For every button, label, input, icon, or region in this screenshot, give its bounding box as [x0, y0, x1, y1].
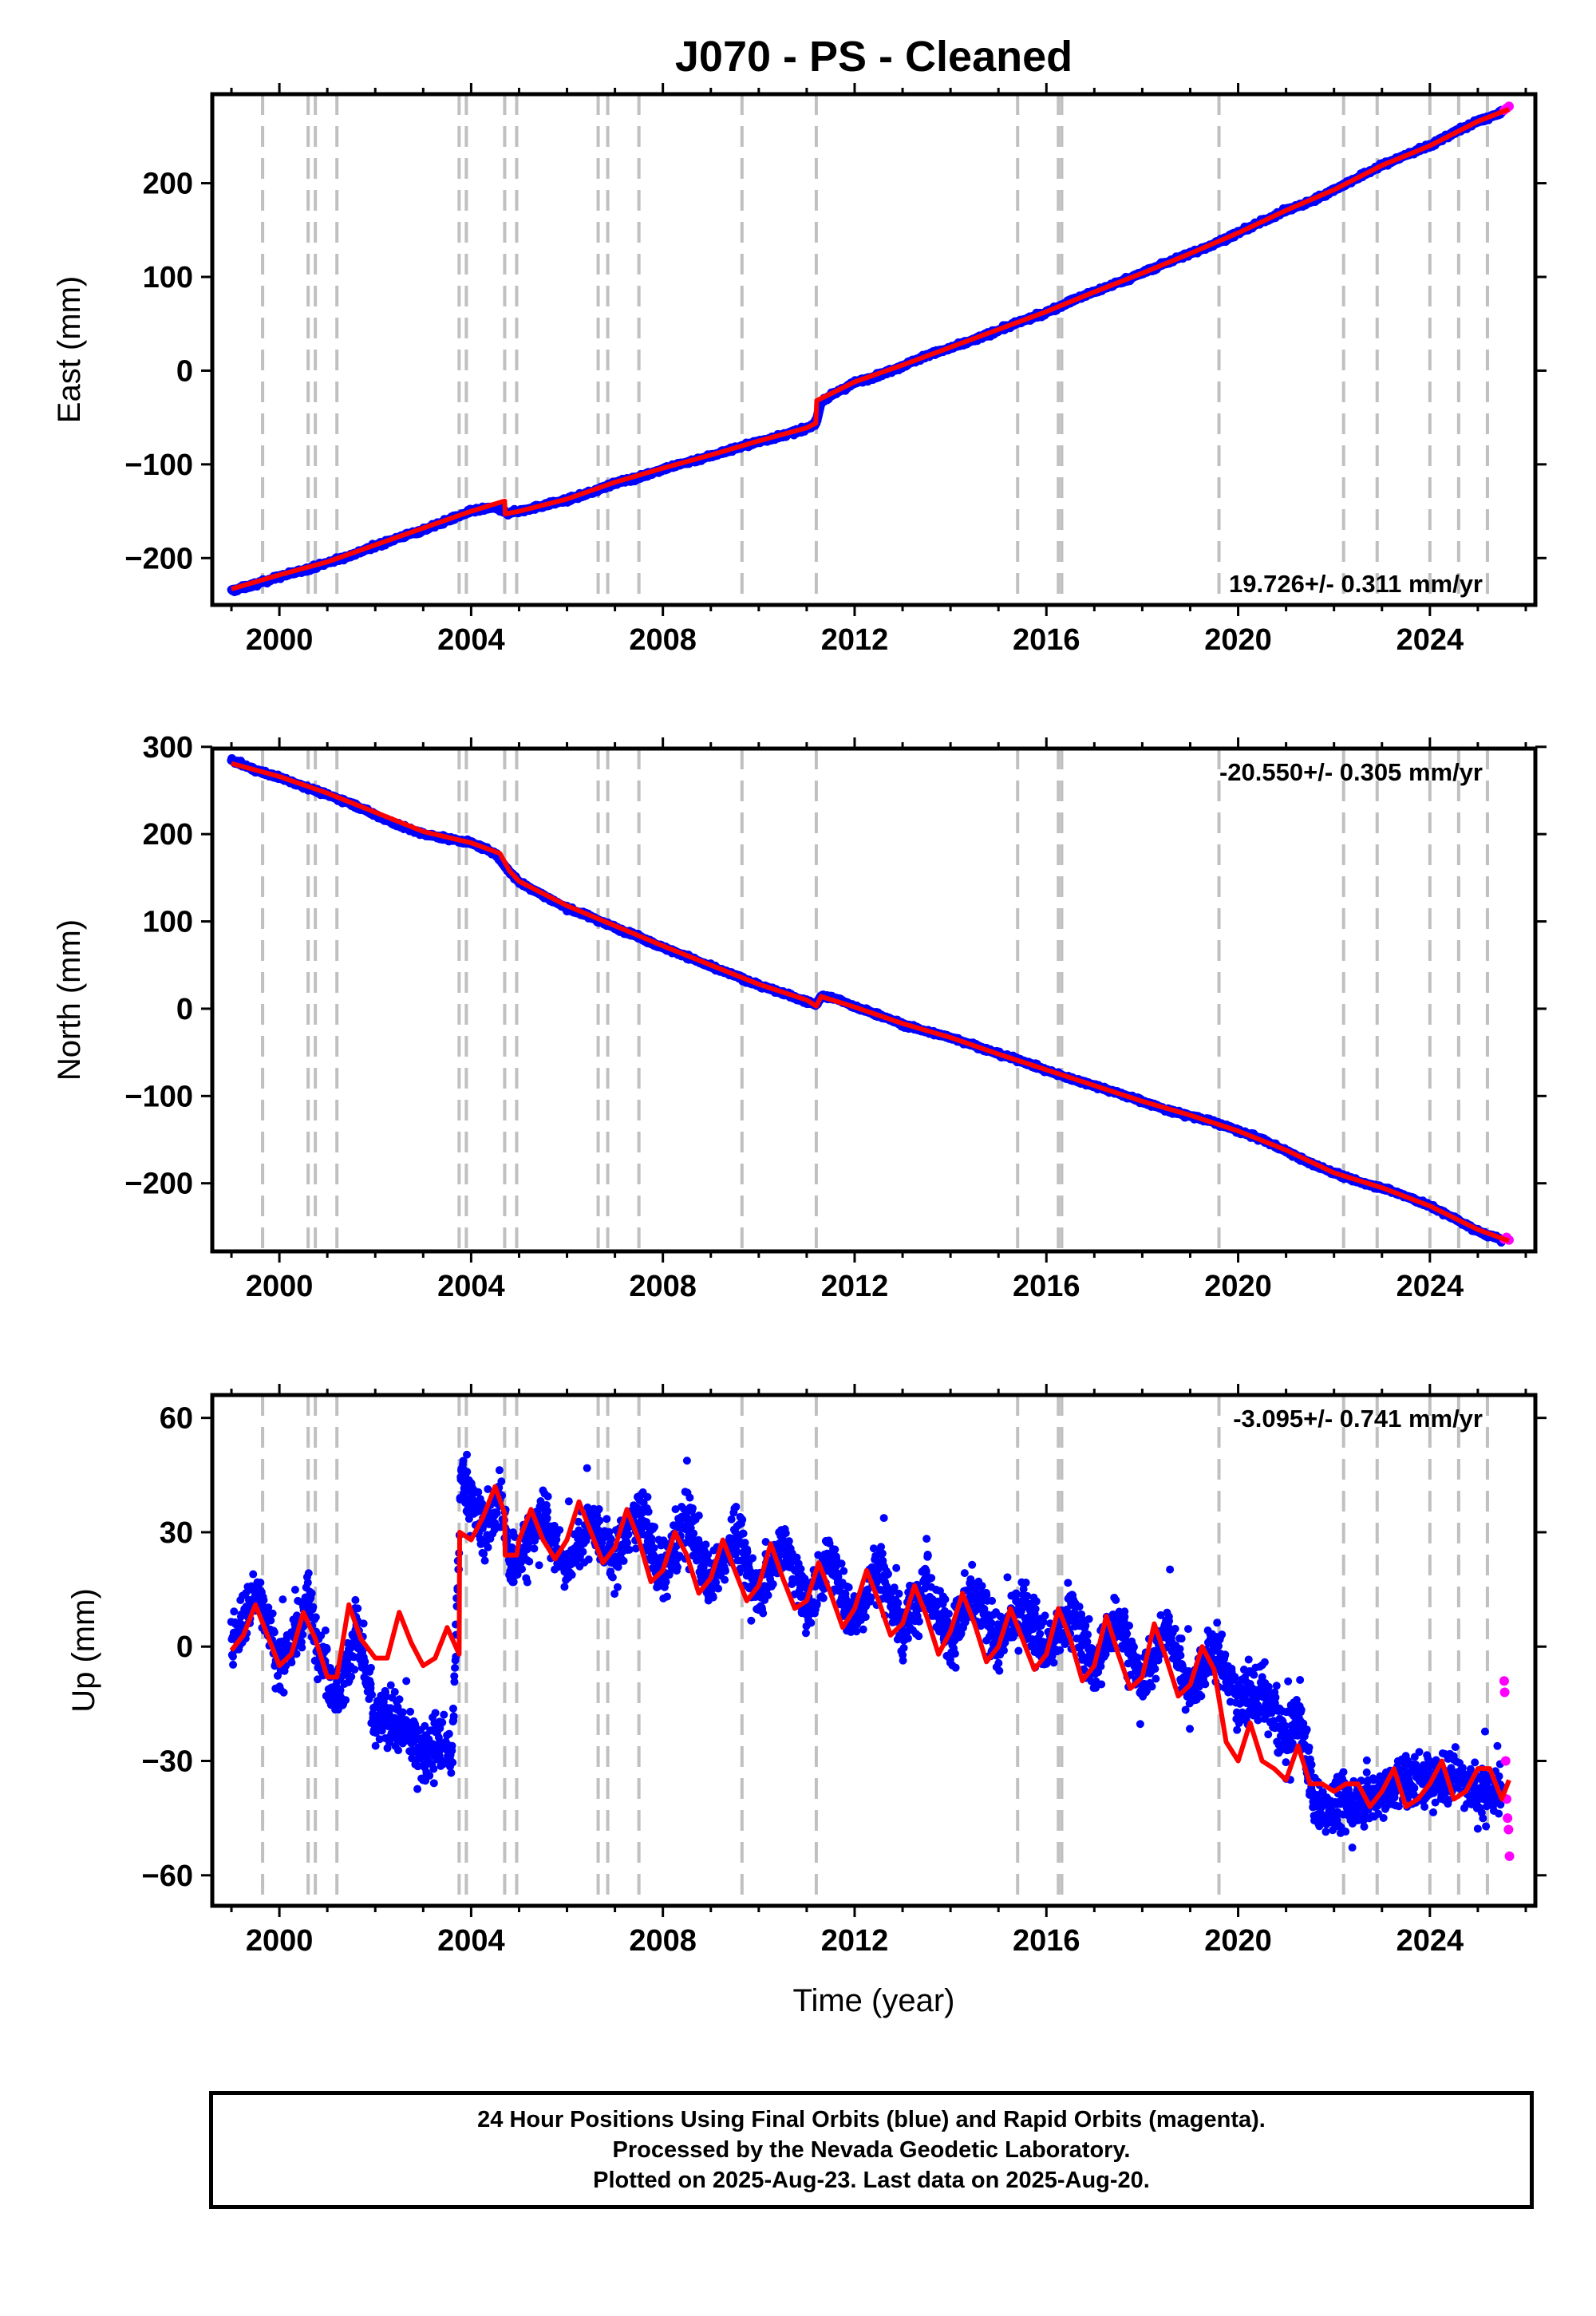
- y-tick-label: −200: [124, 542, 193, 575]
- y-tick-label: 0: [176, 354, 193, 388]
- y-axis-label: East (mm): [52, 276, 87, 423]
- panel-frame: [210, 92, 1538, 607]
- x-tick-label: 2020: [1204, 623, 1272, 657]
- page-title: J070 - PS - Cleaned: [674, 33, 1073, 81]
- x-tick-label: 2000: [246, 623, 314, 657]
- panel-north: 2000 2004 2008 2012 2016 2020 2024−200−1000100…: [52, 731, 1547, 1303]
- panel-east: 2000 2004 2008 2012 2016 2020 2024 −200 −100 0 100…: [52, 83, 1547, 657]
- final-orbit-points: [227, 105, 1507, 597]
- model-curve: [231, 107, 1511, 591]
- y-tick-label: 100: [143, 261, 193, 294]
- plot-area: [227, 749, 1514, 1251]
- plot-area: [227, 94, 1514, 605]
- y-tick-label: 200: [143, 168, 193, 201]
- final-orbit-band: [230, 108, 1503, 596]
- x-tick-label: 2024: [1396, 623, 1464, 657]
- x-tick-label: 2008: [629, 623, 697, 657]
- x-tick-label: 2012: [821, 623, 889, 657]
- y-tick-label: −100: [124, 449, 193, 482]
- rate-text: 19.726+/- 0.311 mm/yr: [1229, 570, 1483, 598]
- x-tick-label: 2004: [437, 623, 505, 657]
- x-tick-label: 2016: [1013, 623, 1080, 657]
